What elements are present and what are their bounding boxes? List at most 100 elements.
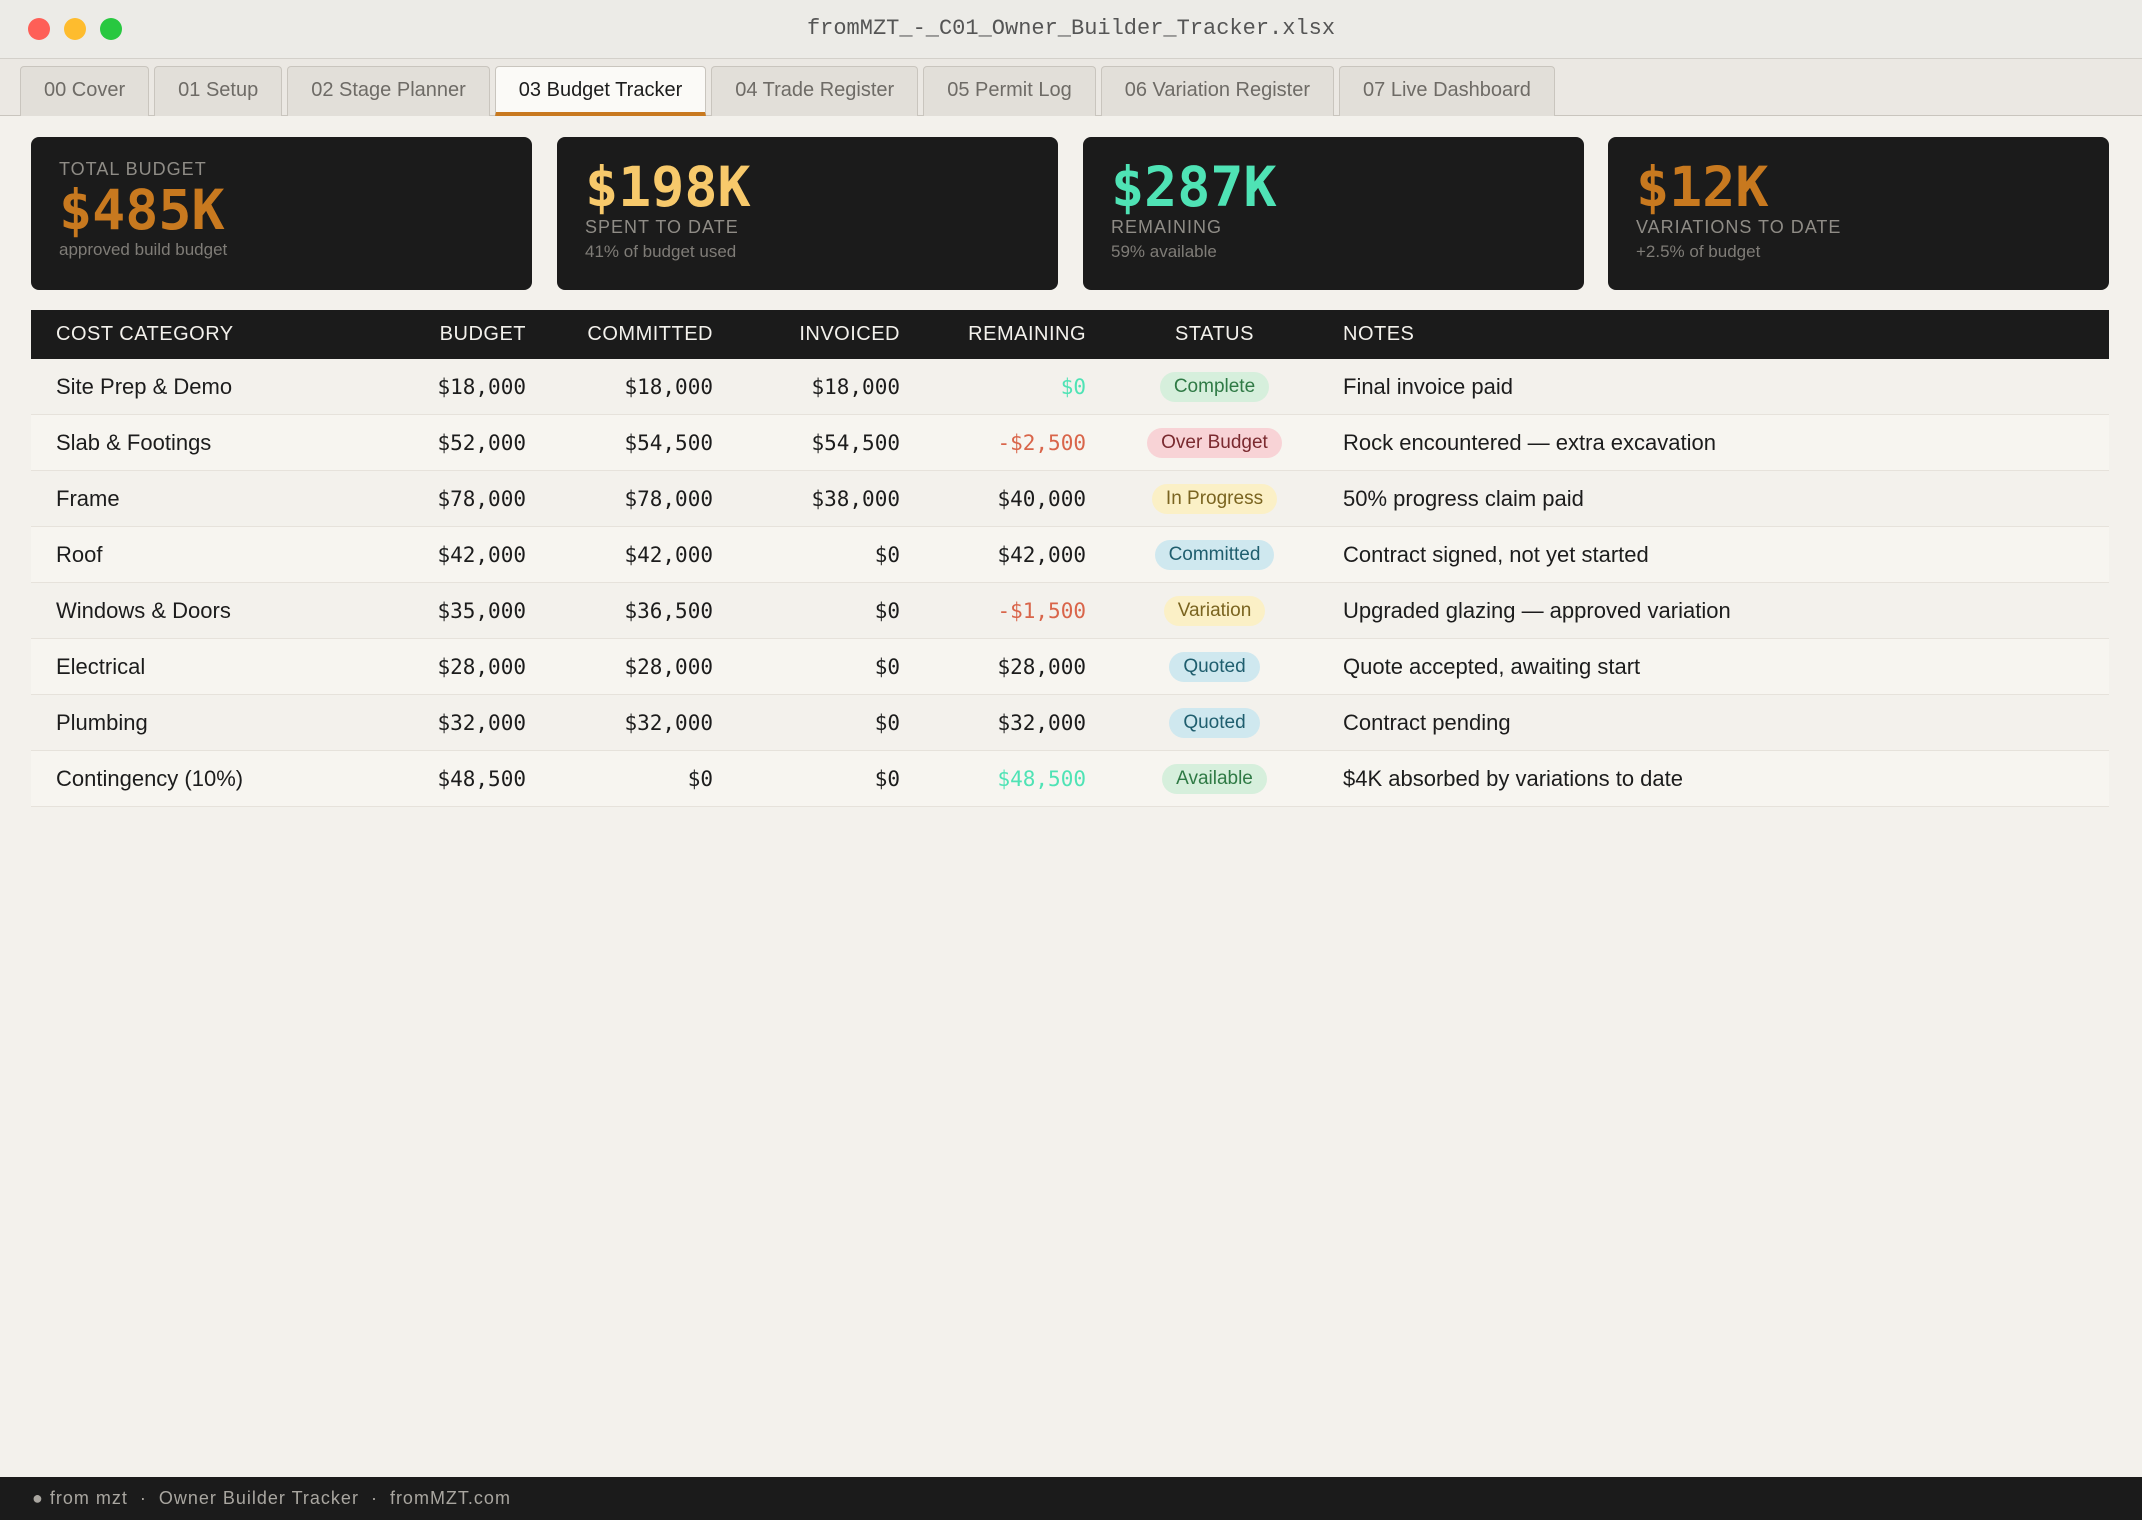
amount-cell: $0	[713, 694, 900, 751]
amount-cell: $42,000	[900, 526, 1086, 583]
status-badge: Committed	[1154, 539, 1275, 570]
amount-cell: $0	[526, 750, 713, 807]
status-badge: Complete	[1159, 371, 1270, 402]
amount-cell: $78,000	[526, 470, 713, 527]
status-badge: Over Budget	[1147, 427, 1282, 458]
card-sub: approved build budget	[59, 240, 228, 259]
table-row: Electrical $28,000 $28,000 $0 $28,000 Quoted Q…	[31, 638, 2109, 695]
table-row: Roof $42,000 $42,000 $0 $42,000 Committed Cont…	[31, 526, 2109, 583]
category-cell: Slab & Footings	[31, 414, 411, 471]
footer: ● from mzt · Owner Builder Tracker · fromMZT…	[0, 1477, 2142, 1520]
sheet-tab[interactable]: 06 Variation Register	[1100, 66, 1335, 116]
column-header: REMAINING	[900, 310, 1086, 359]
notes-cell: 50% progress claim paid	[1343, 470, 2109, 527]
category-cell: Contingency (10%)	[31, 750, 411, 807]
footer-text: fromMZT.com	[389, 1488, 511, 1508]
card-sub: +2.5% of budget	[1636, 242, 1761, 261]
amount-cell: $36,500	[526, 582, 713, 639]
table-row: Slab & Footings $52,000 $54,500 $54,500 -$2,…	[31, 414, 2109, 471]
amount-cell: $0	[713, 750, 900, 807]
table-row: Plumbing $32,000 $32,000 $0 $32,000 Quoted Con…	[31, 694, 2109, 751]
table-row: Contingency (10%) $48,500 $0 $0 $48,500 Avail…	[31, 750, 2109, 807]
amount-cell: $0	[713, 638, 900, 695]
sheet-tab[interactable]: 03 Budget Tracker	[494, 66, 707, 116]
notes-cell: Contract signed, not yet started	[1343, 526, 2109, 583]
sheet-tab[interactable]: 07 Live Dashboard	[1339, 66, 1555, 116]
minimize-button[interactable]	[64, 18, 86, 40]
card-value: $198K	[585, 155, 751, 219]
table-row: Windows & Doors $35,000 $36,500 $0 -$1,500 Va…	[31, 582, 2109, 639]
card: $12K VARIATIONS TO DATE +2.5% of budget	[1608, 137, 2109, 290]
amount-cell: $48,500	[900, 750, 1086, 807]
amount-cell: $54,500	[713, 414, 900, 471]
amount-cell: $18,000	[713, 359, 900, 415]
sheet-tab[interactable]: 02 Stage Planner	[287, 66, 490, 116]
title-bar: fromMZT_-_C01_Owner_Builder_Tracker.xlsx	[0, 0, 2142, 59]
status-cell: In Progress	[1086, 470, 1343, 527]
card-sub: 41% of budget used	[585, 242, 737, 261]
amount-cell: $28,000	[411, 638, 526, 695]
card-label: VARIATIONS TO DATE	[1636, 217, 1842, 237]
notes-cell: $4K absorbed by variations to date	[1343, 750, 2109, 807]
status-cell: Committed	[1086, 526, 1343, 583]
status-cell: Over Budget	[1086, 414, 1343, 471]
sheet-tab[interactable]: 01 Setup	[154, 66, 283, 116]
category-cell: Site Prep & Demo	[31, 359, 411, 415]
header-row: COST CATEGORY BUDGET COMMITTED INVOICED REMA…	[31, 310, 2109, 359]
status-badge: Quoted	[1169, 707, 1260, 738]
card-value: $287K	[1111, 155, 1277, 219]
category-cell: Frame	[31, 470, 411, 527]
amount-cell: $48,500	[411, 750, 526, 807]
amount-cell: $32,000	[526, 694, 713, 751]
notes-cell: Quote accepted, awaiting start	[1343, 638, 2109, 695]
amount-cell: $0	[713, 526, 900, 583]
card: $198K SPENT TO DATE 41% of budget used	[557, 137, 1058, 290]
amount-cell: $0	[713, 582, 900, 639]
column-header: COST CATEGORY	[31, 310, 411, 359]
status-badge: Available	[1162, 763, 1267, 794]
card: $287K REMAINING 59% available	[1083, 137, 1584, 290]
card: TOTAL BUDGET $485K approved build budget	[31, 137, 532, 290]
sheet-tab[interactable]: 00 Cover	[20, 66, 150, 116]
card-value: $12K	[1636, 155, 1769, 219]
notes-cell: Rock encountered — extra excavation	[1343, 414, 2109, 471]
card-label: TOTAL BUDGET	[59, 159, 207, 179]
status-cell: Variation	[1086, 582, 1343, 639]
amount-cell: $54,500	[526, 414, 713, 471]
amount-cell: $42,000	[411, 526, 526, 583]
status-badge: Variation	[1163, 595, 1266, 626]
column-header: COMMITTED	[526, 310, 713, 359]
status-badge: Quoted	[1169, 651, 1260, 682]
sheet-tab[interactable]: 04 Trade Register	[711, 66, 919, 116]
status-cell: Quoted	[1086, 638, 1343, 695]
sheet-tabs: 00 Cover 01 Setup 02 Stage Planner 03 Budge…	[0, 59, 2142, 116]
budget-table: COST CATEGORY BUDGET COMMITTED INVOICED REMA…	[31, 310, 2109, 807]
amount-cell: $35,000	[411, 582, 526, 639]
window-title: fromMZT_-_C01_Owner_Builder_Tracker.xlsx	[806, 16, 1336, 41]
amount-cell: $28,000	[526, 638, 713, 695]
amount-cell: $40,000	[900, 470, 1086, 527]
amount-cell: $42,000	[526, 526, 713, 583]
category-cell: Windows & Doors	[31, 582, 411, 639]
footer-separator: ·	[139, 1488, 147, 1508]
card-label: SPENT TO DATE	[585, 217, 739, 237]
table-body: Site Prep & Demo $18,000 $18,000 $18,000 $0 C…	[31, 359, 2109, 807]
status-cell: Available	[1086, 750, 1343, 807]
card-value: $485K	[59, 178, 225, 242]
close-button[interactable]	[28, 18, 50, 40]
footer-separator: ·	[370, 1488, 378, 1508]
status-badge: In Progress	[1151, 483, 1278, 514]
amount-cell: $18,000	[411, 359, 526, 415]
sheet-tab[interactable]: 05 Permit Log	[923, 66, 1096, 116]
column-header: INVOICED	[713, 310, 900, 359]
amount-cell: $32,000	[900, 694, 1086, 751]
status-cell: Quoted	[1086, 694, 1343, 751]
column-header: BUDGET	[411, 310, 526, 359]
amount-cell: $28,000	[900, 638, 1086, 695]
notes-cell: Upgraded glazing — approved variation	[1343, 582, 2109, 639]
category-cell: Plumbing	[31, 694, 411, 751]
amount-cell: $52,000	[411, 414, 526, 471]
zoom-button[interactable]	[100, 18, 122, 40]
category-cell: Roof	[31, 526, 411, 583]
